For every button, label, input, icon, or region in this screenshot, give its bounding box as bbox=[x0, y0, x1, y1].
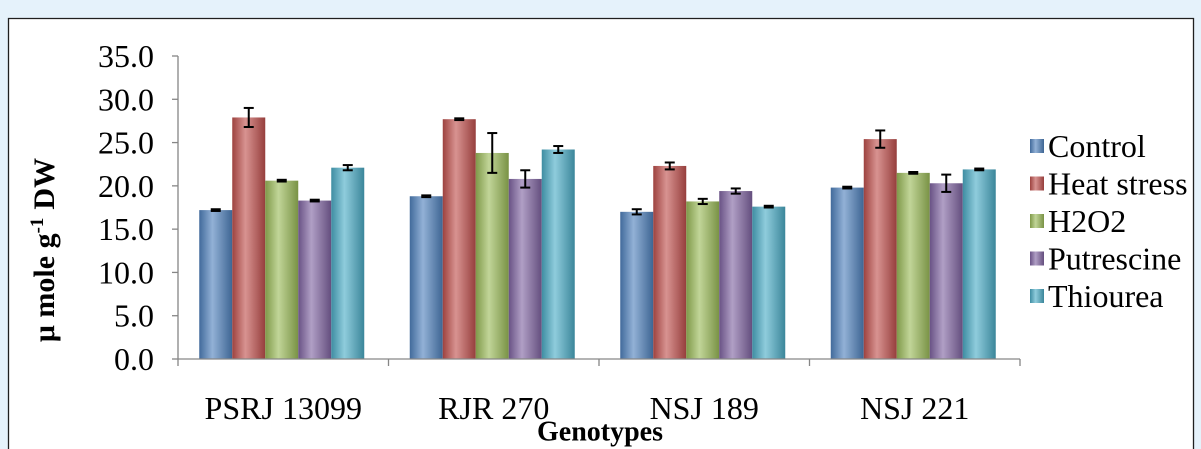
bar-control-psrj-13099 bbox=[199, 210, 233, 359]
bar-heat-stress-rjr-270 bbox=[442, 119, 476, 359]
bar-control-nsj-221 bbox=[830, 187, 864, 359]
error-bar-thiourea-psrj-13099 bbox=[342, 164, 353, 172]
y-tick-label: 35.0 bbox=[98, 38, 154, 74]
y-tick-label: 25.0 bbox=[98, 125, 154, 161]
error-bar-control-nsj-221 bbox=[842, 185, 853, 190]
error-bar-h2o2-nsj-221 bbox=[908, 171, 919, 175]
legend-label: H2O2 bbox=[1048, 203, 1126, 239]
error-bar-heat-stress-rjr-270 bbox=[454, 117, 465, 122]
error-bar-control-psrj-13099 bbox=[210, 208, 221, 212]
y-tick-label: 10.0 bbox=[98, 254, 154, 290]
error-bar-control-nsj-189 bbox=[631, 208, 642, 216]
legend-label: Putrescine bbox=[1048, 241, 1181, 277]
bar-thiourea-rjr-270 bbox=[541, 149, 575, 359]
bar-putrescine-nsj-189 bbox=[719, 191, 753, 359]
x-category-label: RJR 270 bbox=[438, 390, 549, 426]
legend-label: Heat stress bbox=[1048, 166, 1188, 202]
bar-thiourea-nsj-221 bbox=[962, 169, 996, 359]
y-tick-label: 15.0 bbox=[98, 211, 154, 247]
bar-control-nsj-189 bbox=[620, 211, 654, 359]
legend-swatch bbox=[1030, 251, 1044, 266]
legend-swatch bbox=[1030, 289, 1044, 303]
chart-border bbox=[7, 17, 1195, 449]
y-axis-title-superscript: -1 bbox=[27, 218, 48, 234]
legend-item-heat-stress: Heat stress bbox=[1030, 166, 1188, 202]
legend-swatch bbox=[1030, 176, 1044, 191]
legend-item-h2o2: H2O2 bbox=[1030, 203, 1126, 239]
y-axis-ticks: 0.0 5.0 10.0 15.0 20.0 25.0 30.0 35.0 bbox=[98, 38, 178, 377]
y-tick-label: 5.0 bbox=[114, 298, 154, 334]
x-category-label: NSJ 221 bbox=[860, 390, 969, 426]
legend-item-control: Control bbox=[1030, 128, 1146, 164]
error-bar-putrescine-nsj-189 bbox=[730, 187, 741, 195]
legend-swatch bbox=[1030, 214, 1044, 228]
bar-putrescine-nsj-221 bbox=[929, 183, 963, 359]
bar-group bbox=[199, 117, 996, 359]
error-bar-putrescine-psrj-13099 bbox=[309, 198, 320, 203]
y-tick-label: 20.0 bbox=[98, 168, 154, 204]
x-category-label: PSRJ 13099 bbox=[205, 390, 362, 426]
x-category-label: NSJ 189 bbox=[650, 390, 759, 426]
bar-h2o2-psrj-13099 bbox=[265, 180, 299, 359]
legend-item-thiourea: Thiourea bbox=[1030, 278, 1164, 314]
error-bar-thiourea-nsj-189 bbox=[763, 204, 774, 209]
y-axis-title-suffix: DW bbox=[28, 158, 61, 210]
bar-h2o2-nsj-189 bbox=[686, 201, 720, 359]
x-axis-title: Genotypes bbox=[537, 417, 663, 448]
y-axis-title-base: μ mole g bbox=[28, 233, 61, 342]
bar-thiourea-psrj-13099 bbox=[331, 167, 365, 359]
bar-control-rjr-270 bbox=[409, 196, 443, 359]
error-bar-heat-stress-psrj-13099 bbox=[243, 106, 254, 128]
error-bar-thiourea-nsj-221 bbox=[974, 167, 985, 172]
legend-label: Thiourea bbox=[1048, 278, 1164, 314]
error-bar-control-rjr-270 bbox=[421, 194, 432, 199]
error-bar-heat-stress-nsj-189 bbox=[664, 161, 675, 171]
error-bar-h2o2-rjr-270 bbox=[487, 132, 498, 174]
bar-putrescine-rjr-270 bbox=[508, 178, 542, 359]
bar-heat-stress-nsj-221 bbox=[863, 139, 897, 359]
legend-item-putrescine: Putrescine bbox=[1030, 241, 1181, 277]
error-bar-heat-stress-nsj-221 bbox=[875, 129, 886, 149]
bar-heat-stress-nsj-189 bbox=[653, 165, 687, 359]
y-tick-label: 30.0 bbox=[98, 81, 154, 117]
chart-area bbox=[8, 18, 1194, 449]
y-axis-title: μ mole g-1 DW bbox=[27, 158, 61, 342]
error-bar-h2o2-nsj-189 bbox=[697, 197, 708, 206]
legend-label: Control bbox=[1048, 128, 1146, 164]
error-bar-group bbox=[210, 106, 985, 216]
bar-putrescine-psrj-13099 bbox=[298, 200, 332, 359]
x-axis-ticks: PSRJ 13099 RJR 270 NSJ 189 NSJ 221 bbox=[177, 359, 1021, 426]
y-tick-label: 0.0 bbox=[114, 341, 154, 377]
error-bar-putrescine-rjr-270 bbox=[520, 169, 531, 189]
error-bar-thiourea-rjr-270 bbox=[553, 145, 564, 154]
error-bar-h2o2-psrj-13099 bbox=[276, 178, 287, 183]
bar-h2o2-nsj-221 bbox=[896, 172, 930, 359]
legend-swatch bbox=[1030, 139, 1044, 153]
error-bar-putrescine-nsj-221 bbox=[941, 173, 952, 193]
bar-heat-stress-psrj-13099 bbox=[232, 117, 266, 359]
bar-thiourea-nsj-189 bbox=[752, 206, 786, 359]
bar-h2o2-rjr-270 bbox=[475, 152, 509, 359]
